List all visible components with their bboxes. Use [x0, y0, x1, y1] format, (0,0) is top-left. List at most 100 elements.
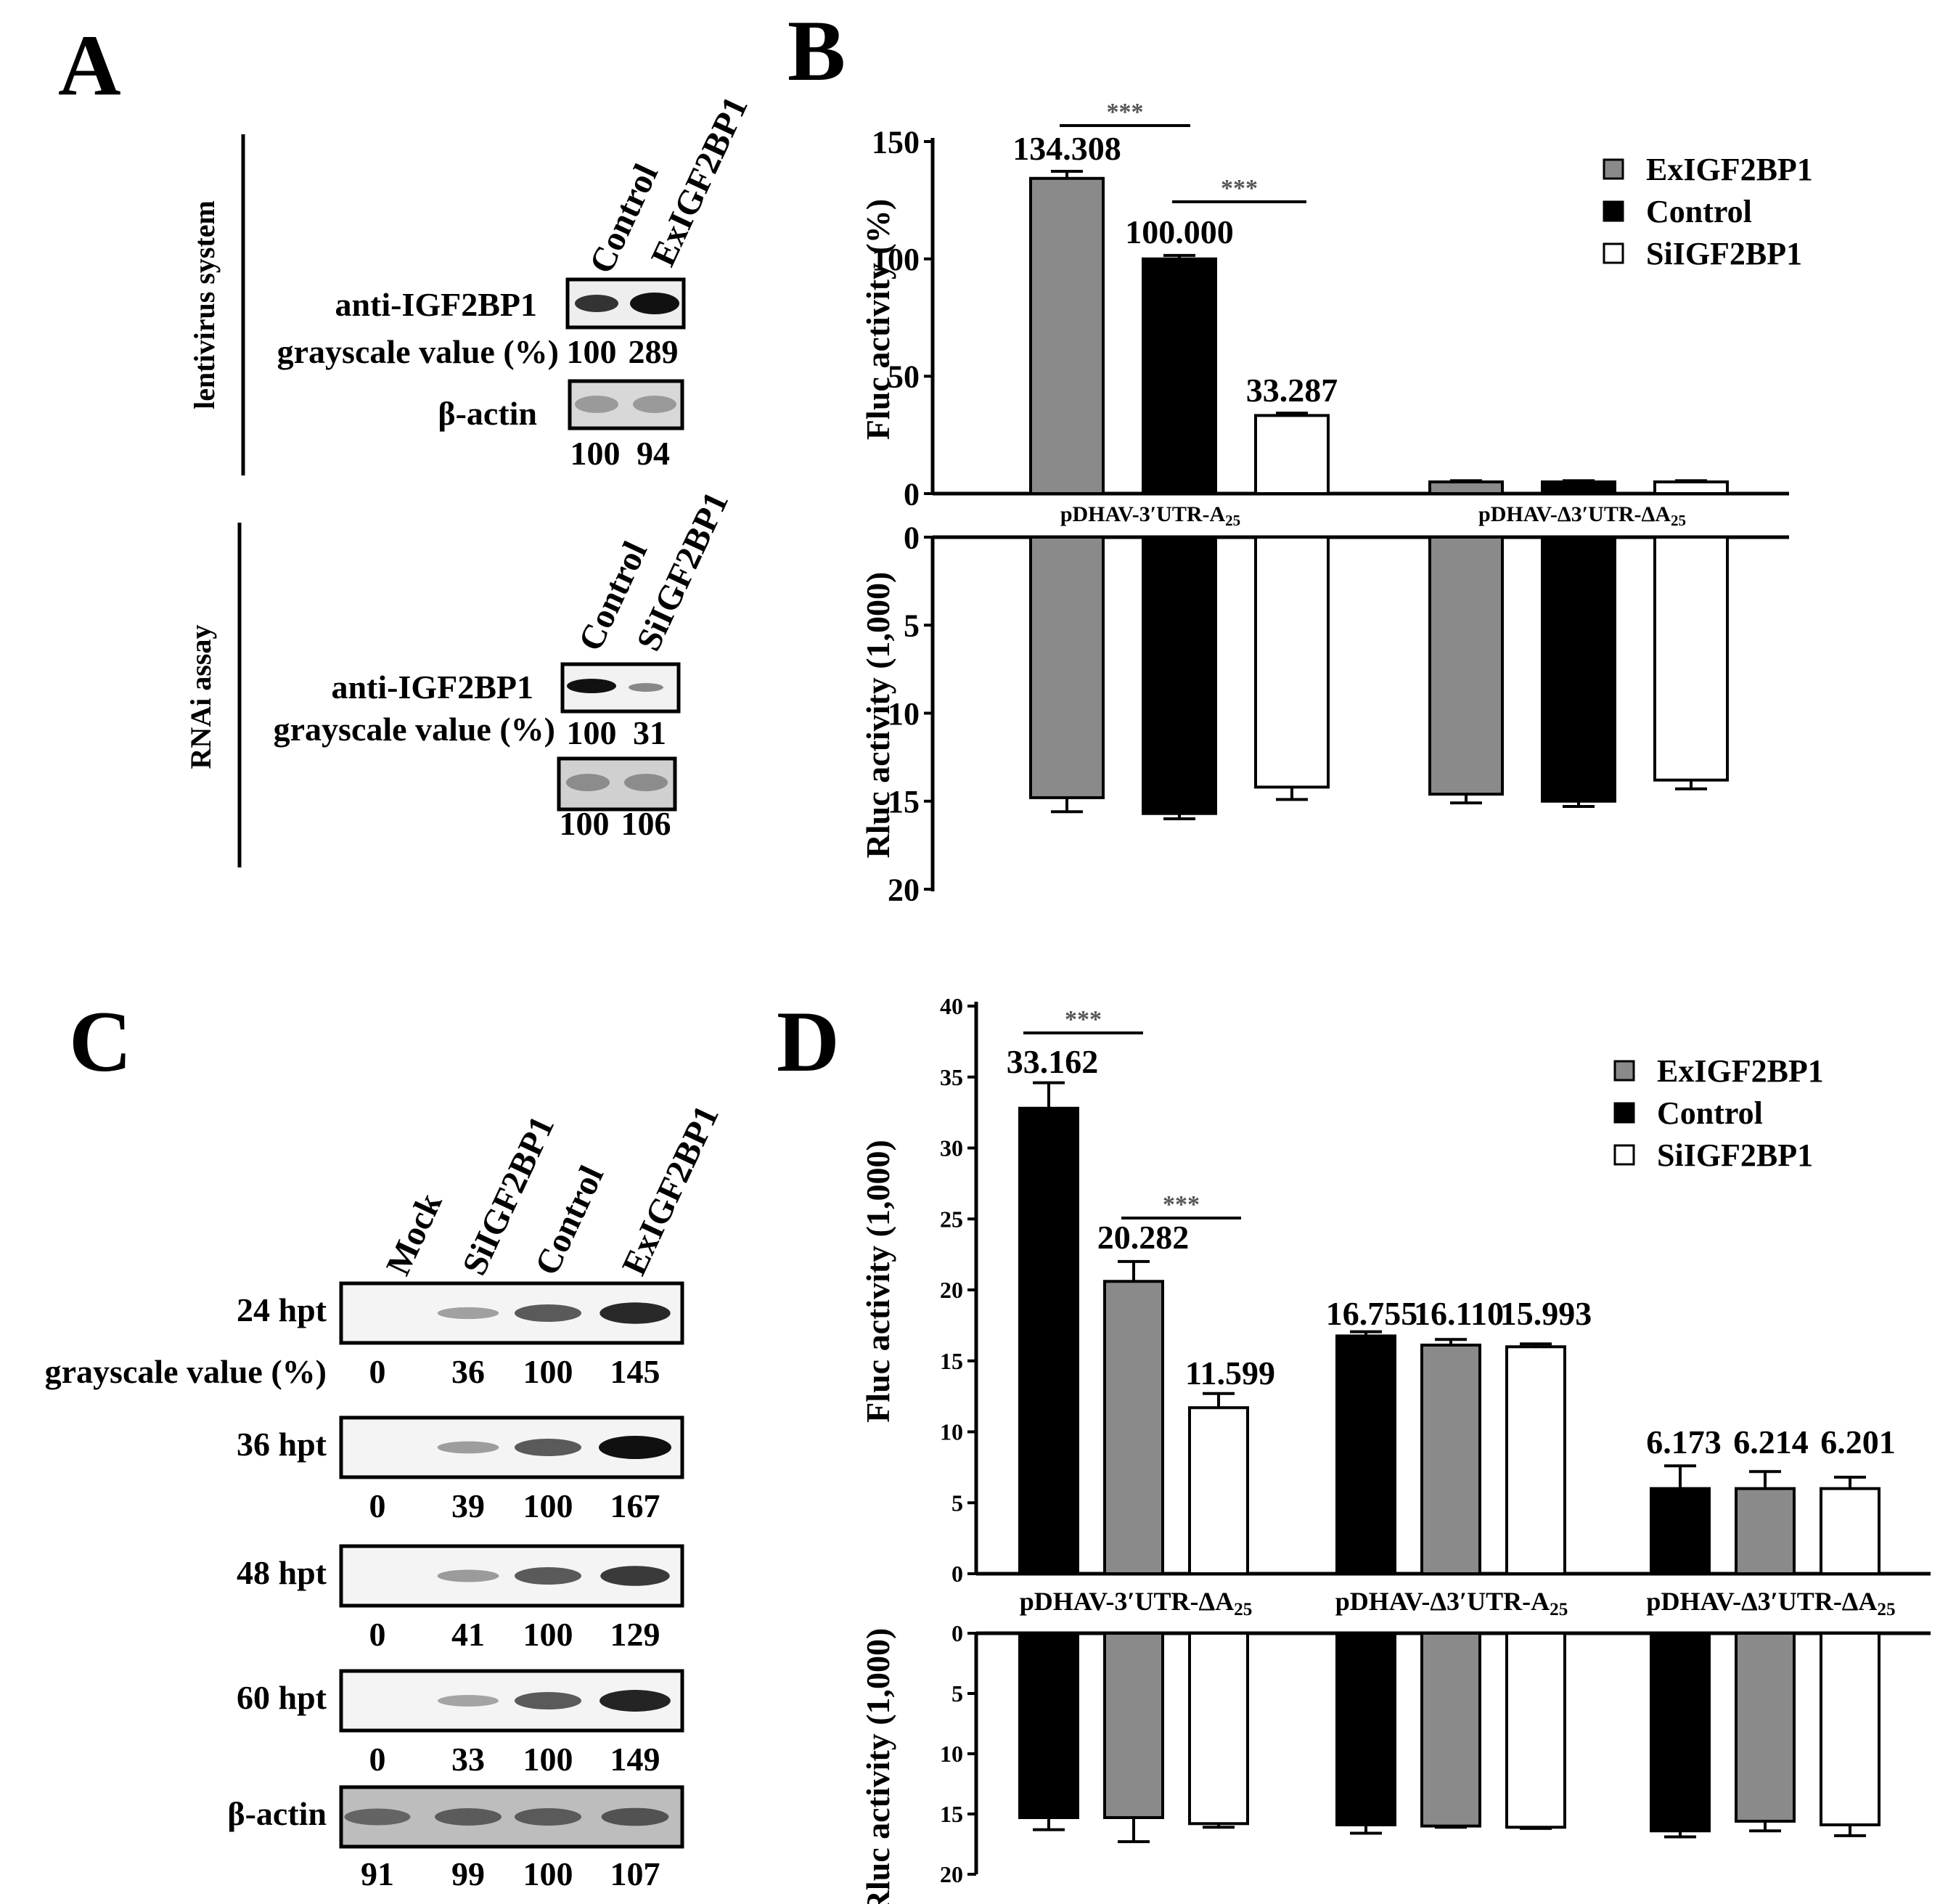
b-top-bar-2-1	[1653, 480, 1729, 495]
lenti-anti-label: anti-IGF2BP1	[335, 286, 537, 323]
panel-a: lentivirus system RNAi assay Control ExI…	[184, 91, 756, 867]
d-top-ytick-label-5: 25	[940, 1206, 963, 1232]
b-bot-ylabel: Rluc activity (1,000)	[859, 572, 896, 859]
c-col-control: Control	[528, 1160, 611, 1281]
b-bot-bar-1-1	[1541, 536, 1616, 803]
d-top-ytick-label-0: 0	[952, 1561, 963, 1587]
c-value-0-0: 0	[369, 1353, 386, 1390]
d-top-bar-2-2	[1820, 1487, 1881, 1575]
d-top-ytick-label-6: 30	[940, 1135, 963, 1161]
d-legend-swatch-1	[1613, 1102, 1635, 1124]
c-band-1-3	[598, 1435, 672, 1460]
c-band-2-1	[437, 1569, 499, 1582]
b-bot-ytick-label-1: 5	[904, 608, 920, 644]
lenti-anti-val-1: 100	[567, 333, 617, 370]
d-bot-bar-0-0	[1018, 1632, 1079, 1819]
d-bot-ytick-label-4: 20	[940, 1861, 963, 1887]
b-legend-label-2: SiIGF2BP1	[1646, 236, 1802, 271]
d-top-bar-1-2	[1735, 1487, 1796, 1575]
b-category-1: pDHAV-Δ3′UTR-ΔA25	[1478, 502, 1686, 529]
rnai-anti-band-1	[567, 679, 616, 693]
b-legend-swatch-0	[1603, 158, 1624, 180]
rnai-actin-band-2	[624, 774, 668, 791]
d-bot-bar-2-0	[1188, 1632, 1249, 1826]
c-value-3-1: 33	[451, 1741, 485, 1778]
d-top-ytick-label-3: 15	[940, 1348, 963, 1374]
b-top-ytick-label-2: 100	[872, 242, 920, 277]
lenti-actin-val-2: 94	[637, 435, 670, 472]
c-band-4-1	[435, 1808, 502, 1826]
d-legend-label-0: ExIGF2BP1	[1657, 1053, 1824, 1089]
b-top-bar-1-0	[1142, 257, 1217, 495]
c-band-0-2	[515, 1304, 581, 1322]
c-row-label-3: 60 hpt	[237, 1679, 327, 1716]
d-bot-ylabel: Rluc activity (1,000)	[859, 1628, 896, 1904]
b-bot-bar-0-1	[1428, 536, 1504, 796]
lenti-actin-label: β-actin	[438, 395, 537, 432]
c-value-4-3: 107	[610, 1855, 660, 1892]
d-bot-ytick-label-2: 10	[940, 1741, 963, 1767]
d-top-bar-2-1	[1505, 1345, 1566, 1575]
c-band-0-3	[599, 1302, 671, 1324]
c-value-4-2: 100	[523, 1855, 573, 1892]
d-top-bar-2-0	[1188, 1406, 1249, 1576]
d-sig-1-sig-label: ***	[1065, 1006, 1102, 1033]
rnai-anti-band-2	[629, 683, 663, 692]
d-value-label-0-0: 33.162	[1007, 1043, 1099, 1080]
c-col-mock: Mock	[379, 1188, 450, 1281]
lenti-anti-val-2: 289	[629, 333, 679, 370]
b-bot-ytick-label-3: 15	[888, 784, 920, 820]
b-legend-swatch-1	[1603, 200, 1624, 222]
d-bot-bar-1-2	[1735, 1632, 1796, 1823]
rnai-actin-val-1: 100	[560, 805, 610, 842]
d-category-2: pDHAV-Δ3′UTR-ΔA25	[1646, 1587, 1895, 1619]
c-band-3-1	[438, 1695, 499, 1707]
c-band-2-2	[515, 1567, 581, 1585]
b-bot-bar-2-0	[1254, 536, 1330, 789]
c-band-4-3	[601, 1807, 669, 1826]
d-top-bar-0-2	[1650, 1487, 1711, 1575]
d-value-label-1-0: 16.755	[1326, 1295, 1418, 1332]
lenti-anti-band-1	[575, 295, 618, 312]
c-row-label-1: 36 hpt	[237, 1426, 327, 1463]
d-top-ylabel: Fluc activity (1,000)	[859, 1140, 896, 1423]
c-gray-label: grayscale value (%)	[45, 1353, 327, 1390]
b-top-ylabel: Fluc activity (%)	[859, 199, 896, 440]
c-value-2-3: 129	[610, 1616, 660, 1653]
d-top-bar-0-0	[1018, 1106, 1079, 1575]
d-top-ytick-label-7: 35	[940, 1064, 963, 1090]
d-legend-label-2: SiIGF2BP1	[1657, 1137, 1813, 1173]
chart-d: 0 5 10 15 20 25 30 35 40 Fluc activity (1,000) 33.…	[859, 993, 1931, 1904]
b-bot-bar-0-0	[1029, 536, 1105, 799]
rnai-actin-val-2: 106	[621, 805, 671, 842]
lenti-gray-label: grayscale value (%)	[277, 333, 559, 370]
d-value-label-2-0: 6.173	[1646, 1423, 1722, 1460]
d-sig-2-sig-label: ***	[1163, 1191, 1200, 1218]
c-band-1-1	[437, 1441, 499, 1454]
d-value-label-1-2: 15.993	[1500, 1295, 1592, 1332]
b-legend-label-0: ExIGF2BP1	[1646, 152, 1813, 187]
d-top-ytick-label-8: 40	[940, 993, 963, 1019]
d-value-label-1-1: 16.110	[1414, 1295, 1504, 1332]
lenti-anti-band-2	[630, 293, 679, 314]
rnai-anti-label: anti-IGF2BP1	[331, 669, 533, 706]
c-band-1-2	[515, 1439, 581, 1456]
b-bot-bar-1-0	[1142, 536, 1217, 815]
rnai-anti-val-2: 31	[633, 714, 666, 751]
b-sig-2-sig-label: ***	[1221, 175, 1258, 202]
d-value-label-0-1: 20.282	[1097, 1219, 1190, 1256]
d-value-label-2-2: 6.201	[1820, 1423, 1896, 1460]
b-bot-ytick-label-4: 20	[888, 872, 920, 907]
c-value-1-1: 39	[451, 1487, 485, 1524]
b-category-0: pDHAV-3′UTR-A25	[1060, 502, 1240, 529]
lenti-col-control: Control	[582, 158, 666, 279]
d-top-bar-0-1	[1335, 1334, 1396, 1575]
rnai-label: RNAi assay	[184, 625, 217, 769]
d-top-ytick-label-4: 20	[940, 1277, 963, 1303]
c-value-3-3: 149	[610, 1741, 660, 1778]
d-legend-swatch-2	[1613, 1144, 1635, 1166]
c-row-label-2: 48 hpt	[237, 1554, 327, 1591]
panel-label-c: C	[69, 993, 132, 1090]
c-value-2-0: 0	[369, 1616, 386, 1653]
c-band-4-0	[344, 1808, 411, 1826]
